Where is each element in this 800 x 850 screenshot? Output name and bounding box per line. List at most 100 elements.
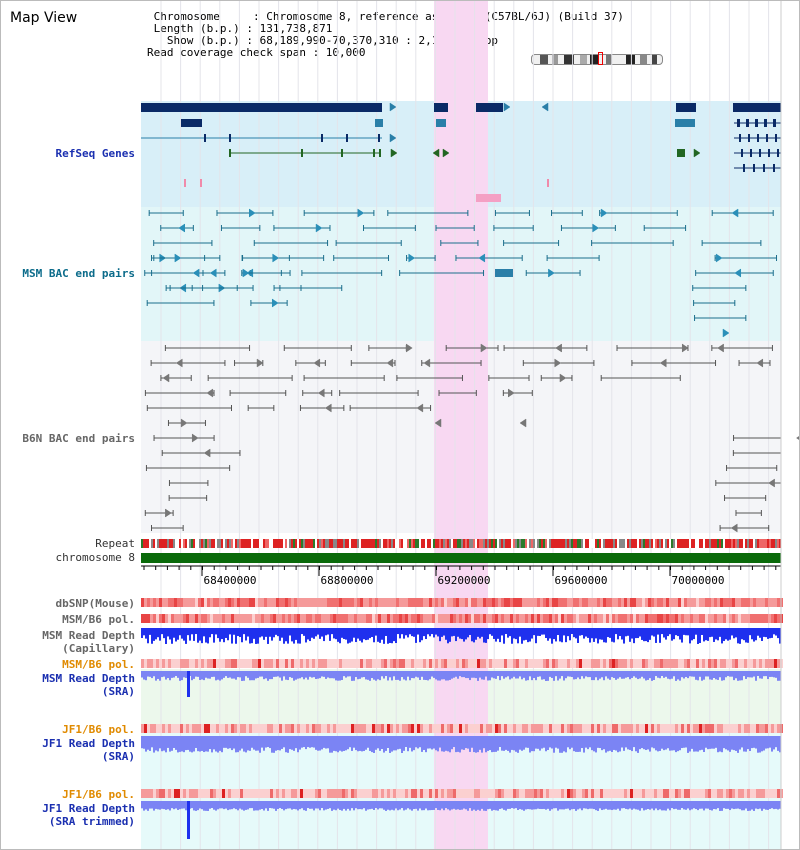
repeat-mark xyxy=(195,539,197,548)
depth-bar xyxy=(709,736,711,749)
heat-cell xyxy=(153,659,156,668)
repeat-mark xyxy=(209,539,211,548)
depth-bar xyxy=(341,801,343,811)
heat-cell xyxy=(408,614,411,623)
depth-bar xyxy=(669,736,671,751)
heat-cell xyxy=(258,598,261,607)
heat-cell xyxy=(429,724,432,733)
depth-bar xyxy=(227,736,229,749)
heat-cell xyxy=(150,614,153,623)
heat-cell xyxy=(645,789,648,798)
heat-cell xyxy=(708,789,711,798)
heat-cell xyxy=(723,724,726,733)
depth-bar xyxy=(375,628,377,636)
heat-cell xyxy=(597,789,600,798)
heat-cell xyxy=(726,789,729,798)
repeat-mark xyxy=(201,539,203,548)
heat-cell xyxy=(384,598,387,607)
depth-bar xyxy=(431,801,433,811)
bac-arrow xyxy=(317,388,325,398)
depth-bar xyxy=(763,671,765,677)
heat-cell xyxy=(435,598,438,607)
depth-bar xyxy=(245,628,247,641)
heat-cell xyxy=(513,724,516,733)
heat-cell xyxy=(618,659,621,668)
depth-bar xyxy=(619,801,621,811)
depth-bar xyxy=(775,801,777,809)
depth-bar xyxy=(549,736,551,748)
depth-bar xyxy=(635,628,637,639)
repeat-mark xyxy=(491,539,493,548)
heat-cell xyxy=(387,789,390,798)
depth-bar xyxy=(763,801,765,809)
heat-cell xyxy=(597,598,600,607)
heat-cell xyxy=(435,659,438,668)
heat-cell xyxy=(231,614,234,623)
bac-arrow xyxy=(191,433,199,443)
heat-cell xyxy=(561,659,564,668)
heat-cell xyxy=(303,614,306,623)
heat-cell xyxy=(360,598,363,607)
repeat-mark xyxy=(497,539,499,548)
heat-cell xyxy=(240,659,243,668)
depth-bar xyxy=(373,736,375,753)
chromosome-ideogram[interactable] xyxy=(531,54,663,65)
repeat-mark xyxy=(503,539,505,548)
heat-cell xyxy=(318,789,321,798)
repeat-mark xyxy=(171,539,173,548)
repeat-mark xyxy=(423,539,425,548)
heat-cell xyxy=(435,724,438,733)
depth-bar xyxy=(469,801,471,809)
depth-bar xyxy=(721,736,723,753)
heat-cell xyxy=(324,724,327,733)
heat-cell xyxy=(735,659,738,668)
depth-bar xyxy=(493,736,495,752)
heat-cell xyxy=(756,614,759,623)
repeat-mark xyxy=(421,539,423,548)
heat-cell xyxy=(381,789,384,798)
heat-cell xyxy=(291,598,294,607)
depth-bar xyxy=(407,628,409,638)
depth-bar xyxy=(389,628,391,643)
depth-bar xyxy=(347,736,349,750)
repeat-mark xyxy=(375,539,377,548)
depth-bar xyxy=(353,628,355,638)
depth-bar xyxy=(773,671,775,678)
heat-cell xyxy=(294,789,297,798)
depth-bar xyxy=(481,736,483,753)
heat-cell xyxy=(345,614,348,623)
exon xyxy=(739,134,741,142)
heat-cell xyxy=(594,724,597,733)
heat-cell xyxy=(720,614,723,623)
depth-bar xyxy=(779,671,781,681)
repeat-mark xyxy=(449,539,451,548)
depth-bar xyxy=(653,671,655,680)
heat-cell xyxy=(339,659,342,668)
heat-cell xyxy=(543,789,546,798)
depth-bar xyxy=(371,736,373,753)
depth-bar xyxy=(279,736,281,751)
depth-bar xyxy=(221,671,223,680)
depth-bar xyxy=(525,801,527,810)
heat-cell xyxy=(285,789,288,798)
depth-bar xyxy=(279,671,281,678)
heat-cell xyxy=(558,659,561,668)
depth-bar xyxy=(191,801,193,809)
depth-bar xyxy=(525,736,527,748)
repeat-mark xyxy=(235,539,237,548)
heat-cell xyxy=(141,598,144,607)
heat-cell xyxy=(627,614,630,623)
heat-cell xyxy=(498,724,501,733)
depth-bar xyxy=(675,801,677,809)
repeat-mark xyxy=(273,539,275,548)
heat-cell xyxy=(600,659,603,668)
heat-cell xyxy=(555,724,558,733)
depth-bar xyxy=(779,628,781,644)
heat-cell xyxy=(552,724,555,733)
depth-bar xyxy=(695,801,697,810)
heat-cell xyxy=(525,789,528,798)
heat-cell xyxy=(165,789,168,798)
depth-bar xyxy=(451,736,453,750)
depth-bar xyxy=(761,736,763,752)
